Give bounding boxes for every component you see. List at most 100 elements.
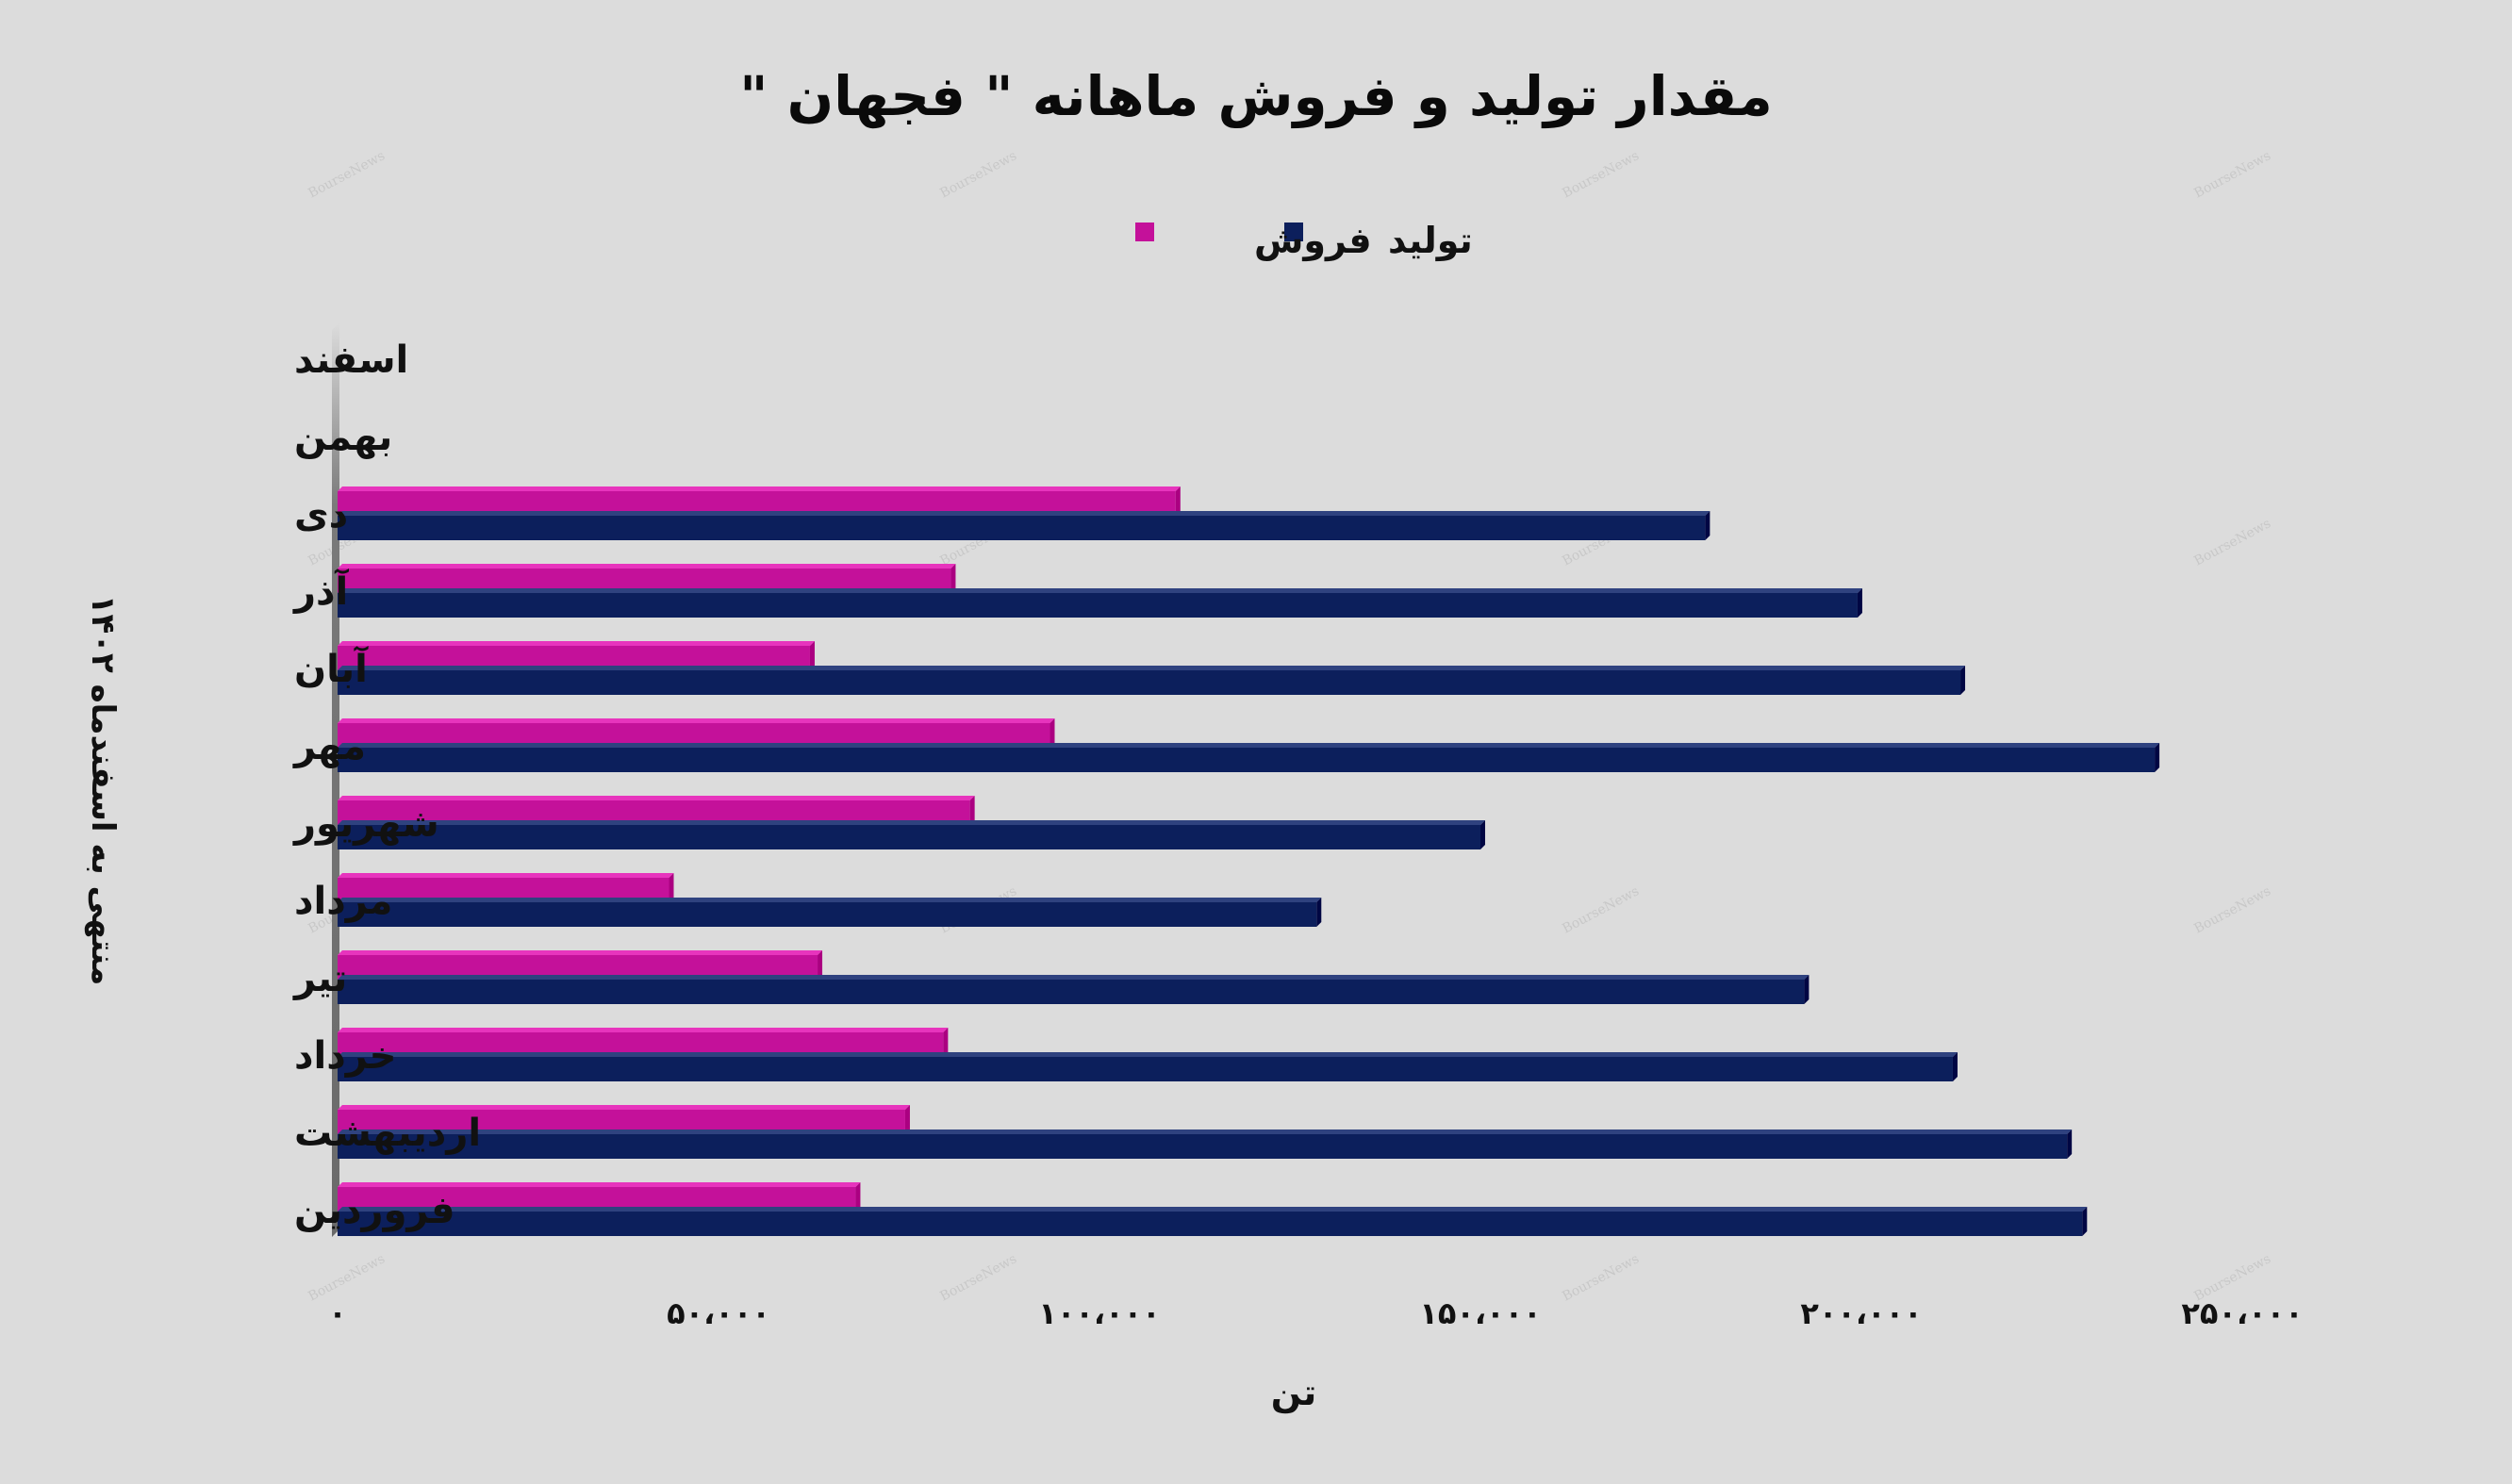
x-tick-label: ۲۰۰،۰۰۰ bbox=[1800, 1295, 1922, 1331]
x-tick-label: ۵۰،۰۰۰ bbox=[667, 1295, 770, 1331]
bar-end bbox=[1952, 1052, 1958, 1081]
bar-production bbox=[338, 1129, 2073, 1159]
bar-top bbox=[338, 511, 1710, 516]
bar-top bbox=[338, 796, 975, 800]
bar-end bbox=[1316, 898, 1322, 927]
bar-top bbox=[338, 898, 1322, 902]
x-axis-title: تن bbox=[1271, 1372, 1316, 1413]
bar-end bbox=[2067, 1129, 2073, 1159]
bar-end bbox=[669, 873, 674, 902]
category-label: مهر bbox=[292, 725, 366, 768]
bar-top bbox=[338, 718, 1055, 723]
bar-end bbox=[1857, 588, 1862, 618]
bar-face bbox=[338, 748, 2156, 772]
bar-end bbox=[1960, 666, 1966, 695]
bar-end bbox=[950, 564, 956, 593]
bar-top bbox=[338, 743, 2160, 748]
x-tick-labels: ۰ ۵۰،۰۰۰ ۱۰۰،۰۰۰ ۱۵۰،۰۰۰ ۲۰۰،۰۰۰ ۲۵۰،۰۰۰ bbox=[328, 1295, 2303, 1331]
bar-end bbox=[943, 1028, 949, 1057]
bar-top bbox=[338, 1207, 2088, 1212]
bar-top bbox=[338, 666, 1966, 670]
bar-top bbox=[338, 486, 1181, 491]
bar-end bbox=[1049, 718, 1055, 748]
axis-wall bbox=[332, 322, 339, 1237]
watermark-text: BourseNews bbox=[2191, 883, 2273, 936]
y-axis-title: منتهی به اسفندماه ۱۴۰۲ bbox=[84, 595, 122, 986]
bar-production bbox=[338, 511, 1710, 540]
category-label: بهمن bbox=[294, 416, 392, 459]
bar-end bbox=[809, 641, 815, 670]
bar-end bbox=[2155, 743, 2160, 772]
legend-swatch-0 bbox=[1284, 223, 1303, 241]
bar-top bbox=[338, 1182, 861, 1187]
legend-label-1: فروش bbox=[1254, 220, 1372, 262]
bar-end bbox=[1804, 975, 1810, 1004]
bar-top bbox=[338, 1105, 910, 1110]
legend-swatch-1 bbox=[1135, 223, 1154, 241]
bar-top bbox=[338, 975, 1810, 980]
bar-face bbox=[338, 980, 1805, 1004]
bar-production bbox=[338, 1207, 2088, 1236]
bar-end bbox=[904, 1105, 910, 1134]
bar-face bbox=[338, 825, 1480, 849]
bar-end bbox=[1175, 486, 1181, 516]
watermark-text: BourseNews bbox=[1560, 883, 1642, 936]
bar-face bbox=[338, 902, 1317, 927]
bar-top bbox=[338, 820, 1485, 825]
bar-top bbox=[338, 873, 674, 878]
watermark-text: BourseNews bbox=[1560, 148, 1642, 201]
category-label: اسفند bbox=[294, 338, 408, 382]
bar-production bbox=[338, 666, 1966, 695]
category-label: خرداد bbox=[294, 1034, 396, 1078]
watermark-text: BourseNews bbox=[2191, 516, 2273, 569]
bar-end bbox=[1480, 820, 1485, 849]
bar-top bbox=[338, 1052, 1958, 1057]
bar-production bbox=[338, 898, 1322, 927]
category-label: مرداد bbox=[294, 880, 392, 923]
category-label: شهریور bbox=[292, 802, 439, 846]
bar-end bbox=[2082, 1207, 2088, 1236]
axis-wall-face bbox=[332, 322, 339, 1237]
category-label: آذر bbox=[292, 568, 350, 614]
bar-face bbox=[338, 1212, 2083, 1236]
category-label: تیر bbox=[292, 957, 347, 1000]
x-tick-label: ۱۵۰،۰۰۰ bbox=[1419, 1295, 1541, 1331]
bar-production bbox=[338, 588, 1862, 618]
bar-top bbox=[338, 588, 1862, 593]
watermark-text: BourseNews bbox=[937, 148, 1019, 201]
bar-face bbox=[338, 516, 1706, 540]
bar-top bbox=[338, 641, 815, 646]
bar-top bbox=[338, 950, 823, 955]
category-labels: فروردین اردیبهشت خرداد تیر مرداد شهریور مهر آبا… bbox=[292, 338, 481, 1232]
bar-face bbox=[338, 1134, 2068, 1159]
chart-title: مقدار تولید و فروش ماهانه " فجهان " bbox=[739, 64, 1773, 129]
bar-face bbox=[338, 1057, 1953, 1081]
category-label: اردیبهشت bbox=[294, 1112, 481, 1155]
category-label: آبان bbox=[294, 645, 369, 691]
watermark-text: BourseNews bbox=[306, 148, 388, 201]
bar-face bbox=[338, 670, 1961, 695]
watermark-text: BourseNews bbox=[1560, 1251, 1642, 1304]
category-label: دی bbox=[294, 493, 348, 536]
bar-top bbox=[338, 1028, 949, 1032]
legend-label-0: تولید bbox=[1388, 220, 1473, 261]
legend: تولید فروش bbox=[1135, 220, 1473, 262]
bar-top bbox=[338, 564, 956, 569]
bar-top bbox=[338, 1129, 2073, 1134]
bars bbox=[338, 486, 2160, 1236]
watermark-text: BourseNews bbox=[2191, 148, 2273, 201]
x-tick-label: ۰ bbox=[328, 1295, 347, 1331]
x-tick-label: ۲۵۰،۰۰۰ bbox=[2181, 1295, 2303, 1331]
bar-end bbox=[1705, 511, 1710, 540]
watermark-text: BourseNews bbox=[937, 1251, 1019, 1304]
x-tick-label: ۱۰۰،۰۰۰ bbox=[1038, 1295, 1160, 1331]
bar-production bbox=[338, 975, 1810, 1004]
bar-production bbox=[338, 820, 1485, 849]
bar-production bbox=[338, 743, 2160, 772]
bar-end bbox=[969, 796, 975, 825]
bar-production bbox=[338, 1052, 1958, 1081]
bar-face bbox=[338, 593, 1858, 618]
category-label: فروردین bbox=[294, 1189, 455, 1232]
bar-end bbox=[818, 950, 823, 980]
